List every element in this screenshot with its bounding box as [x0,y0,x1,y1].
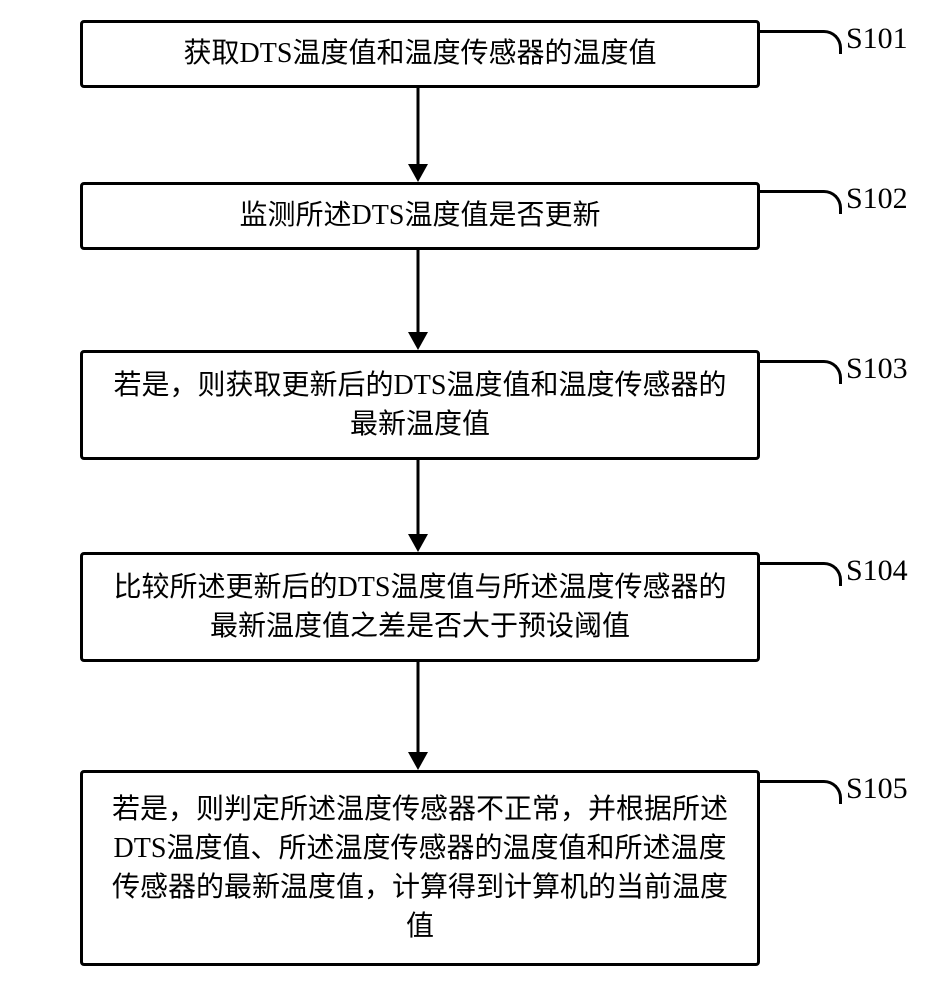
flow-node-text: 监测所述DTS温度值是否更新 [240,196,601,235]
flow-node-label-s105: S105 [846,772,908,806]
flow-node-label-s103: S103 [846,352,908,386]
flow-node-s103: 若是，则获取更新后的DTS温度值和温度传感器的最新温度值 [80,350,760,460]
arrow-line [417,460,420,536]
arrow-head-icon [408,332,428,350]
flow-node-text: 若是，则获取更新后的DTS温度值和温度传感器的最新温度值 [101,366,739,444]
label-leader [760,780,842,804]
label-leader [760,190,842,214]
label-leader [760,562,842,586]
flow-node-text: 获取DTS温度值和温度传感器的温度值 [184,34,657,73]
label-leader [760,30,842,54]
arrow-line [417,250,420,334]
flow-node-s104: 比较所述更新后的DTS温度值与所述温度传感器的最新温度值之差是否大于预设阈值 [80,552,760,662]
flow-node-text: 若是，则判定所述温度传感器不正常，并根据所述DTS温度值、所述温度传感器的温度值… [101,790,739,947]
label-leader [760,360,842,384]
arrow-head-icon [408,752,428,770]
arrow-line [417,662,420,754]
flow-node-label-s101: S101 [846,22,908,56]
flowchart-canvas: 获取DTS温度值和温度传感器的温度值 S101 监测所述DTS温度值是否更新 S102… [0,0,949,1000]
arrow-head-icon [408,164,428,182]
arrow-line [417,88,420,166]
flow-node-label-s104: S104 [846,554,908,588]
arrow-head-icon [408,534,428,552]
flow-node-s101: 获取DTS温度值和温度传感器的温度值 [80,20,760,88]
flow-node-s102: 监测所述DTS温度值是否更新 [80,182,760,250]
flow-node-text: 比较所述更新后的DTS温度值与所述温度传感器的最新温度值之差是否大于预设阈值 [101,568,739,646]
flow-node-label-s102: S102 [846,182,908,216]
flow-node-s105: 若是，则判定所述温度传感器不正常，并根据所述DTS温度值、所述温度传感器的温度值… [80,770,760,966]
